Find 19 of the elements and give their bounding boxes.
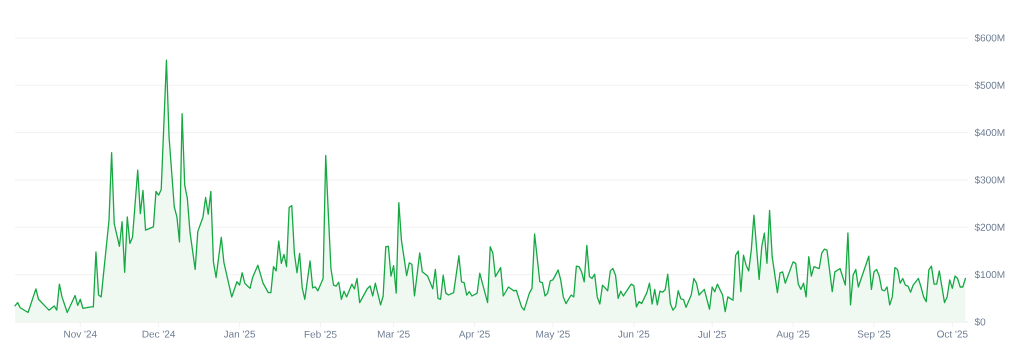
- x-tick-label: Oct '25: [937, 330, 968, 338]
- x-tick-label: Jun '25: [618, 330, 650, 338]
- x-tick-label: May '25: [536, 330, 570, 340]
- y-tick-label: $100M: [974, 270, 1005, 279]
- y-tick-label: $300M: [974, 175, 1005, 185]
- y-tick-label: $0: [974, 317, 986, 327]
- x-tick-label: Mar '25: [377, 330, 410, 338]
- y-tick-label: $500M: [974, 81, 1005, 90]
- x-tick-label: Aug '25: [776, 330, 810, 340]
- x-tick-label: Apr '25: [458, 330, 490, 340]
- y-tick-label: $200M: [974, 223, 1005, 232]
- y-tick-label: $600M: [974, 33, 1005, 43]
- x-tick-label: Feb '25: [304, 330, 337, 338]
- x-tick-label: Nov '24: [64, 330, 97, 338]
- x-tick-label: Jan '25: [223, 330, 256, 338]
- x-tick-label: Dec '24: [142, 330, 176, 338]
- x-tick-label: Jul '25: [698, 330, 726, 338]
- x-tick-label: Sep '25: [857, 330, 891, 340]
- y-tick-label: $400M: [974, 128, 1005, 137]
